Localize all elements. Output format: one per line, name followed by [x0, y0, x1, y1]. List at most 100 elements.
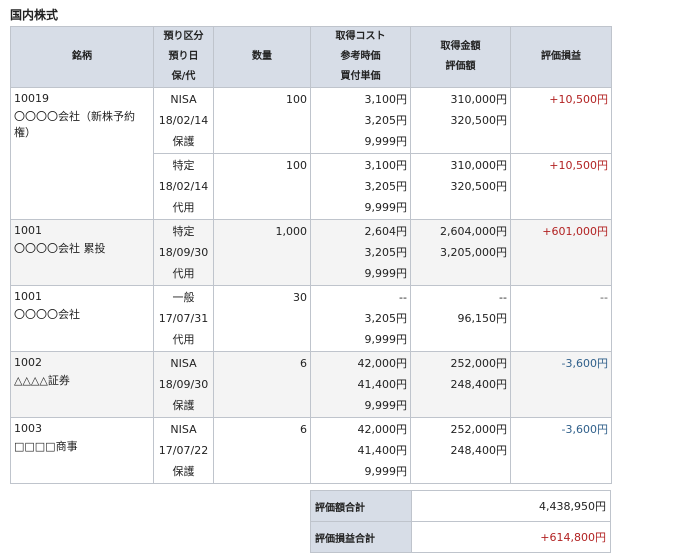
pl-cell: --	[510, 285, 612, 352]
deposit-date: 17/07/31	[158, 312, 209, 325]
pl-cell: +601,000円	[510, 219, 612, 286]
pl-cell: -3,600円	[510, 351, 612, 418]
header-name: 銘柄	[10, 26, 154, 88]
deposit-cell: 一般 17/07/31 代用	[153, 285, 214, 352]
acq-amount: 310,000円	[450, 159, 508, 172]
header-acq-amount: 取得金額	[440, 41, 481, 52]
ref-price: 3,205円	[364, 180, 408, 193]
deposit-date: 18/09/30	[158, 378, 209, 391]
acq-cost: 2,604円	[364, 225, 408, 238]
amount-cell: -- 96,150円	[410, 285, 511, 352]
deposit-type: NISA	[170, 357, 197, 370]
unit-price: 9,999円	[364, 201, 408, 214]
total-valuation-label: 評価額合計	[310, 490, 412, 522]
deposit-type: 特定	[172, 159, 195, 172]
quantity-cell: 6	[213, 417, 311, 484]
unit-price: 9,999円	[364, 333, 408, 346]
ref-price: 3,205円	[364, 246, 408, 259]
deposit-date: 18/02/14	[158, 180, 209, 193]
header-row: 銘柄 預り区分 預り日 保/代 数量 取得コスト 参考時価 買付単価 取得金額 …	[10, 26, 612, 88]
pl-value: +10,500円	[549, 93, 608, 106]
acq-amount: 252,000円	[450, 423, 508, 436]
deposit-type: NISA	[170, 423, 197, 436]
header-unit-price: 買付単価	[340, 71, 381, 82]
custody-type: 代用	[172, 333, 195, 346]
valuation: 248,400円	[450, 378, 508, 391]
custody-type: 保護	[172, 465, 195, 478]
table-row: 1001 〇〇〇〇会社 累投 特定 18/09/30 代用 1,000 2,604円 3,20…	[10, 219, 612, 286]
quantity: 100	[286, 159, 307, 172]
security-name: 〇〇〇〇会社（新株予約権）	[14, 110, 135, 139]
deposit-date: 18/02/14	[158, 114, 209, 127]
acq-amount: --	[499, 291, 507, 304]
quantity: 100	[286, 93, 307, 106]
deposit-type: 一般	[172, 291, 195, 304]
security-cell: 1001 〇〇〇〇会社	[10, 285, 154, 352]
table-row: 10019 〇〇〇〇会社（新株予約権） NISA 18/02/14 保護 100 3,100…	[10, 87, 612, 220]
acq-cost: 42,000円	[357, 423, 408, 436]
header-valuation: 評価額	[445, 61, 476, 72]
total-pl-label: 評価損益合計	[310, 521, 412, 553]
cost-cell: 2,604円 3,205円 9,999円	[310, 219, 411, 286]
table-row: 1002 △△△△証券 NISA 18/09/30 保護 6 42,000円 41,400円 9…	[10, 351, 612, 418]
valuation: 96,150円	[457, 312, 508, 325]
deposit-cell: 特定 18/09/30 代用	[153, 219, 214, 286]
unit-price: 9,999円	[364, 465, 408, 478]
header-acq-cost: 取得コスト	[335, 31, 386, 42]
deposit-cell: NISA 17/07/22 保護	[153, 417, 214, 484]
acq-amount: 310,000円	[450, 93, 508, 106]
pl-cell: -3,600円	[510, 417, 612, 484]
acq-cost: 3,100円	[364, 93, 408, 106]
ref-price: 41,400円	[357, 378, 408, 391]
security-code: 1002	[14, 356, 42, 369]
ref-price: 41,400円	[357, 444, 408, 457]
security-name: □□□□商事	[14, 440, 78, 453]
table-row: 特定 18/02/14 代用 100 3,100円 3,205円 9,999円 310,000…	[11, 153, 612, 220]
quantity: 6	[300, 357, 307, 370]
pl-value: --	[600, 291, 608, 304]
deposit-cell: NISA 18/09/30 保護	[153, 351, 214, 418]
custody-type: 保護	[172, 399, 195, 412]
valuation: 320,500円	[450, 114, 508, 127]
header-deposit-date: 預り日	[168, 51, 199, 62]
unit-price: 9,999円	[364, 135, 408, 148]
security-code: 10019	[14, 92, 49, 105]
ref-price: 3,205円	[364, 114, 408, 127]
quantity: 30	[293, 291, 307, 304]
header-deposit: 預り区分 預り日 保/代	[153, 26, 214, 88]
amount-cell: 310,000円 320,500円	[410, 87, 511, 154]
cost-cell: 42,000円 41,400円 9,999円	[310, 417, 411, 484]
custody-type: 保護	[172, 135, 195, 148]
quantity-cell: 100	[213, 87, 311, 154]
deposit-type: 特定	[172, 225, 195, 238]
quantity: 6	[300, 423, 307, 436]
header-quantity: 数量	[213, 26, 311, 88]
acq-amount: 252,000円	[450, 357, 508, 370]
amount-cell: 252,000円 248,400円	[410, 351, 511, 418]
header-amount: 取得金額 評価額	[410, 26, 511, 88]
ref-price: 3,205円	[364, 312, 408, 325]
pl-value: +10,500円	[549, 159, 608, 172]
totals-table: 評価額合計 4,438,950円 評価損益合計 +614,800円	[310, 490, 611, 553]
deposit-date: 17/07/22	[158, 444, 209, 457]
amount-cell: 310,000円 320,500円	[410, 153, 511, 220]
security-code: 1003	[14, 422, 42, 435]
header-deposit-type: 預り区分	[163, 31, 204, 42]
section-title: 国内株式	[10, 8, 59, 22]
holdings-body: 10019 〇〇〇〇会社（新株予約権） NISA 18/02/14 保護 100 3,100…	[10, 87, 612, 484]
security-name: △△△△証券	[14, 374, 70, 387]
security-cell: 1002 △△△△証券	[10, 351, 154, 418]
valuation: 3,205,000円	[440, 246, 507, 259]
pl-value: +601,000円	[542, 225, 608, 238]
custody-type: 代用	[172, 267, 195, 280]
amount-cell: 252,000円 248,400円	[410, 417, 511, 484]
quantity-cell: 6	[213, 351, 311, 418]
table-row: 1001 〇〇〇〇会社 一般 17/07/31 代用 30 -- 3,205円 9,999円 --…	[10, 285, 612, 352]
cost-cell: 3,100円 3,205円 9,999円	[310, 87, 411, 154]
pl-value: -3,600円	[561, 423, 608, 436]
security-cell: 1001 〇〇〇〇会社 累投	[10, 219, 154, 286]
deposit-date: 18/09/30	[158, 246, 209, 259]
valuation: 320,500円	[450, 180, 508, 193]
quantity-cell: 1,000	[213, 219, 311, 286]
total-pl-value: +614,800円	[411, 521, 611, 553]
